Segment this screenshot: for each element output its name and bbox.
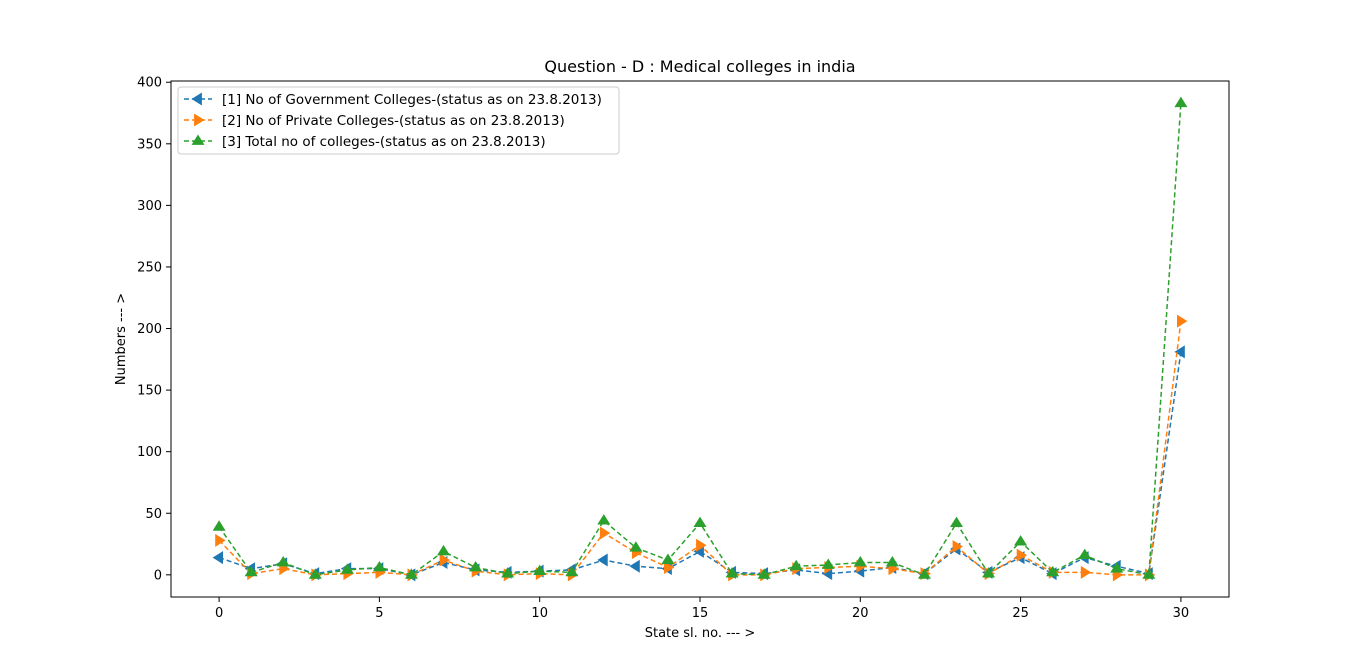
y-axis: 0 50 100 150 200 250 300 350 400 [137,76,171,583]
series-3-point [693,516,707,528]
y-tick-label: 200 [137,322,162,337]
series-3-point [1142,568,1156,579]
y-tick-label: 300 [137,199,162,214]
series-2-point [696,538,707,552]
x-tick-label: 20 [852,606,869,621]
y-tick-label: 50 [145,507,162,522]
series-3-point [212,520,226,531]
x-tick-label: 0 [215,606,223,621]
y-tick-label: 0 [154,568,162,583]
series-3-point [501,567,515,578]
series-3-point [629,541,643,552]
series-3-point [1174,96,1188,108]
series-3-point [789,559,803,571]
series-3-point [533,564,547,576]
series-3-point [1078,548,1092,560]
series-3-point [885,556,899,567]
series-2-point [664,560,675,574]
legend-box [177,86,620,155]
series-1-point [597,553,608,567]
series-3-point [853,556,867,567]
series-3-point [917,568,931,579]
legend: [1] No of Government Colleges-(status as… [177,86,620,155]
series-3-point [661,553,675,564]
series-3-point [565,565,579,577]
series-3-point [949,516,963,528]
series-3-point [404,568,418,579]
chart-title: Question - D : Medical colleges in india [544,57,855,76]
series-3-point [372,560,386,572]
series-3-point [244,565,258,577]
x-axis: 0 5 10 15 20 25 30 [215,597,1189,621]
series-3-point [308,568,322,579]
series-3-point [276,556,290,567]
series-3-point [821,558,835,569]
x-axis-label: State sl. no. --- > [645,626,756,641]
series-3-point [725,567,739,578]
y-tick-label: 250 [137,260,162,275]
x-tick-label: 5 [375,606,383,621]
legend-marker-3 [191,134,205,145]
y-tick-label: 400 [137,76,162,91]
x-tick-label: 30 [1173,606,1190,621]
legend-label-2: [2] No of Private Colleges-(status as on… [222,113,565,129]
series-1-point [629,559,640,573]
series-3-point [469,560,483,572]
series-1-point [212,551,223,565]
series-2-point [215,533,226,547]
series-2-point [952,540,963,554]
x-tick-label: 15 [692,606,709,621]
series-3-point [597,514,611,525]
y-axis-label: Numbers --- > [114,293,129,385]
series-2-point [1177,314,1188,328]
legend-label-3: [3] Total no of colleges-(status as on 2… [222,134,546,150]
series-2-point [1080,565,1092,579]
series-2-point [1016,548,1028,562]
y-tick-label: 150 [137,384,162,399]
legend-marker-2 [194,113,205,127]
series-3-point [1014,535,1028,546]
legend-marker-1 [191,92,202,106]
x-tick-label: 25 [1012,606,1029,621]
series-2-point [599,526,611,540]
y-tick-label: 100 [137,445,162,460]
y-tick-label: 350 [137,137,162,152]
legend-label-1: [1] No of Government Colleges-(status as… [222,92,602,108]
series-2-point [439,553,451,567]
series-3-point [1046,565,1060,577]
series-layer [212,96,1188,582]
series-3-point [340,563,354,574]
series-3-point [437,544,451,556]
series-1-point [1174,345,1185,359]
series-3-point [982,567,996,578]
series-3-point [757,568,771,579]
x-tick-label: 10 [531,606,548,621]
series-3-point [1110,562,1124,573]
